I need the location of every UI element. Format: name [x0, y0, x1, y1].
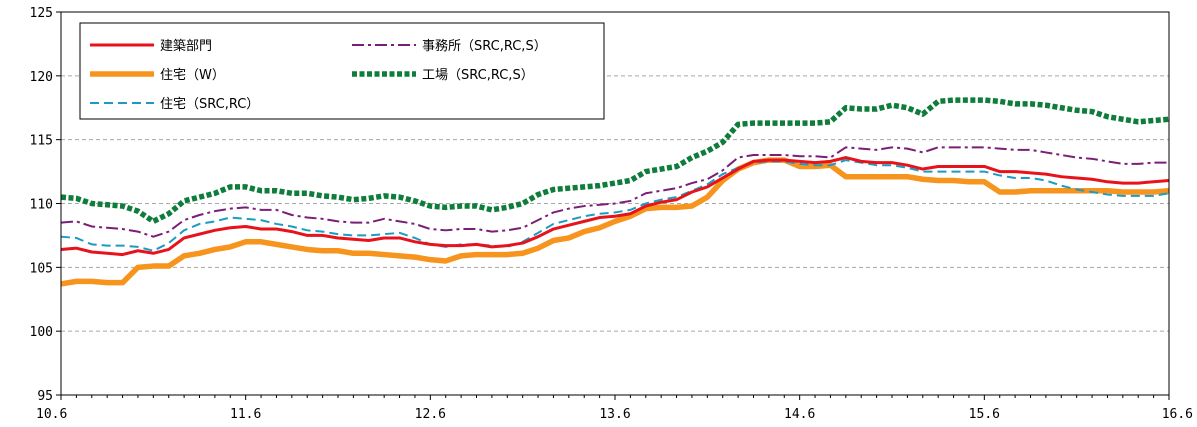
x-tick-label: 12.6 [415, 407, 446, 422]
y-tick-label: 95 [37, 389, 53, 404]
legend-label: 住宅（W） [160, 68, 225, 83]
legend-box [79, 22, 605, 120]
legend: 建築部門 事務所（SRC,RC,S） 住宅（W） 工場（SRC,RC,S） 住宅（SRC… [79, 22, 605, 120]
series-line-1 [60, 157, 1170, 287]
series-lines [60, 97, 1170, 287]
legend-label: 工場（SRC,RC,S） [422, 68, 534, 83]
y-tick-label: 110 [30, 198, 53, 213]
x-tick-label: 15.6 [969, 407, 1000, 422]
y-tick-label: 115 [30, 134, 53, 149]
x-tick-label: 16.6 [1162, 407, 1193, 422]
series-line-3 [60, 146, 1169, 238]
x-tick-label: 10.6 [36, 407, 67, 422]
series-line-0 [60, 156, 1170, 257]
x-tick-label: 13.6 [599, 407, 630, 422]
series-line-2 [60, 159, 1170, 252]
y-tick-label: 125 [30, 6, 53, 21]
y-tick-label: 105 [30, 261, 53, 276]
axes: 95 100 105 110 115 120 125 10.6 11.6 12.6 13.6 14.6… [30, 6, 1193, 422]
y-tick-label: 120 [30, 70, 53, 85]
x-tick-label: 14.6 [784, 407, 815, 422]
x-tick-label: 11.6 [230, 407, 261, 422]
legend-label: 建築部門 [160, 39, 212, 54]
series-line-4 [60, 97, 1170, 225]
legend-label: 住宅（SRC,RC） [160, 97, 259, 112]
legend-label: 事務所（SRC,RC,S） [422, 39, 547, 54]
y-tick-label: 100 [30, 325, 53, 340]
